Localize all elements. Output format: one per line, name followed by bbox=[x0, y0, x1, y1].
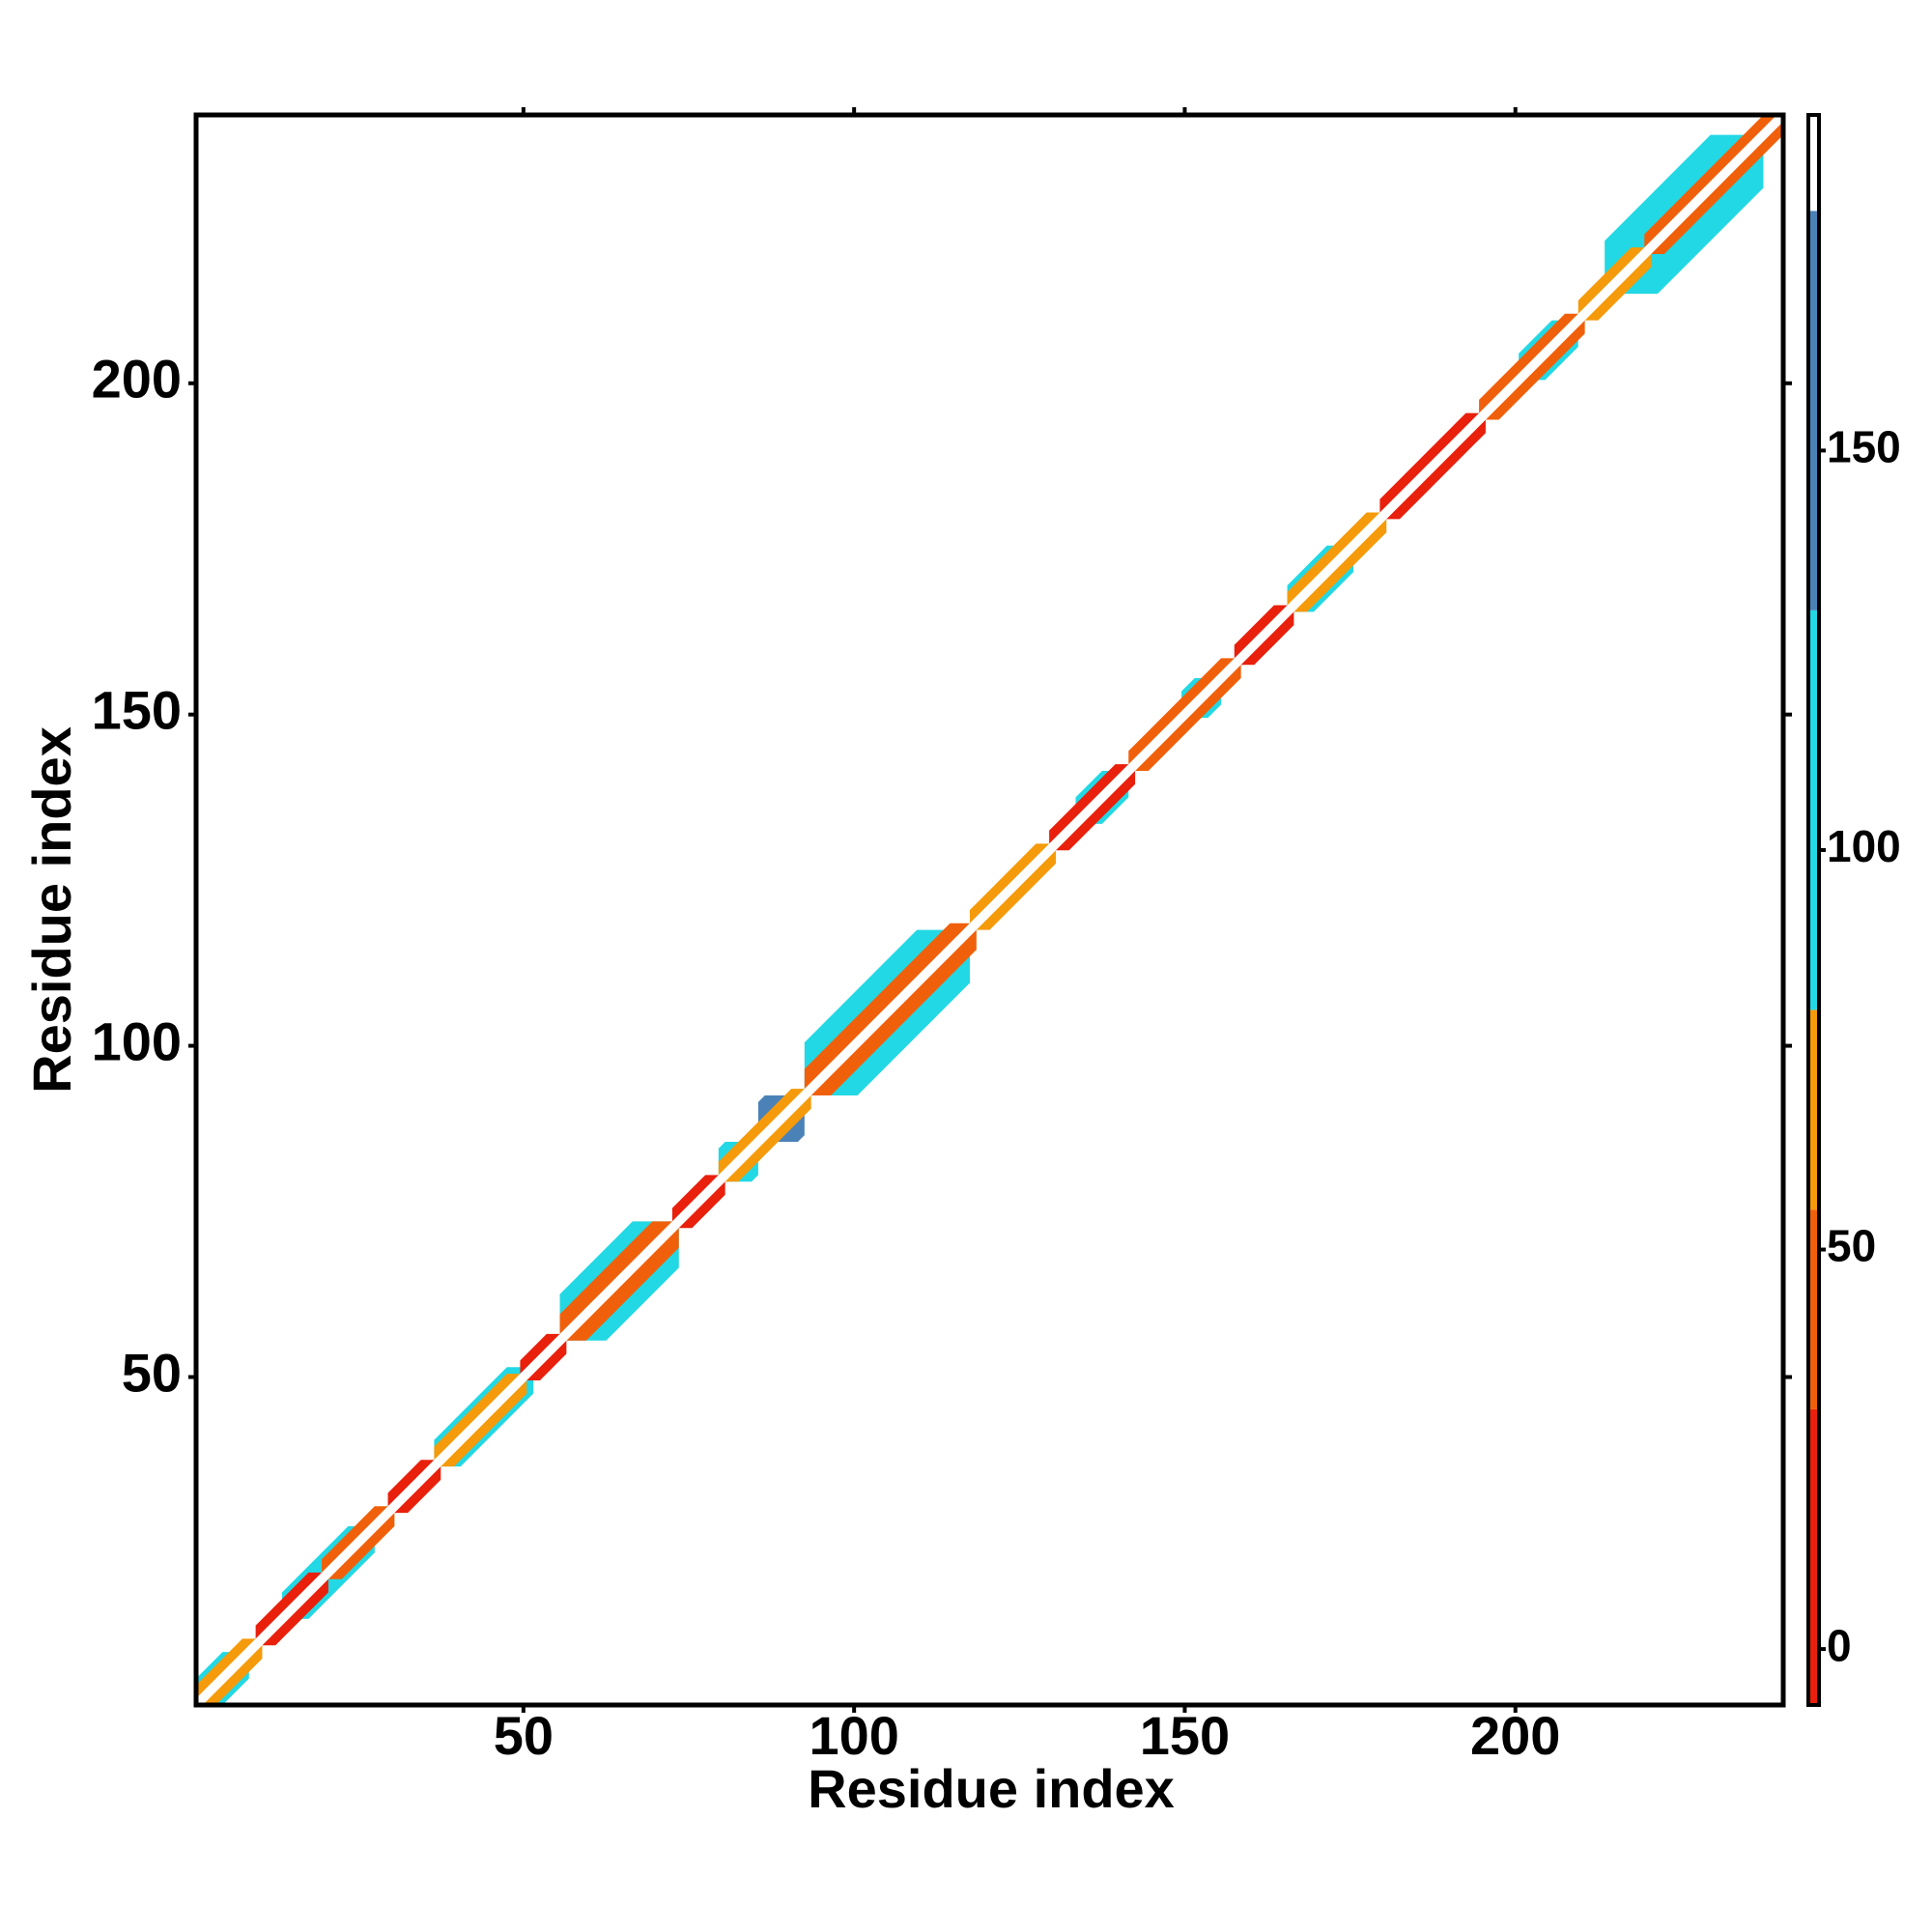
x-tick-label: 200 bbox=[1470, 1705, 1560, 1766]
colorbar-band bbox=[1808, 610, 1819, 1010]
colorbar-frame bbox=[1806, 113, 1821, 1707]
colorbar-band bbox=[1808, 115, 1819, 212]
colorbar-band bbox=[1808, 1009, 1819, 1210]
x-tick-label: 50 bbox=[494, 1705, 554, 1766]
y-tick-label: 200 bbox=[92, 349, 182, 410]
colorbar-tick-label: 150 bbox=[1827, 422, 1901, 472]
colorbar-tick-label: 100 bbox=[1827, 821, 1901, 871]
x-tick-label: 150 bbox=[1140, 1705, 1230, 1766]
colorbar-band bbox=[1808, 1408, 1819, 1705]
plot-frame bbox=[193, 112, 1786, 1708]
y-tick-label: 100 bbox=[92, 1010, 182, 1071]
x-axis-label: Residue index bbox=[808, 1758, 1175, 1819]
colorbar-band bbox=[1808, 1209, 1819, 1409]
y-tick-label: 50 bbox=[122, 1342, 182, 1403]
contact-band bbox=[196, 115, 1783, 1705]
colorbar-band bbox=[1808, 211, 1819, 611]
y-axis-label: Residue index bbox=[21, 726, 82, 1094]
x-tick-label: 100 bbox=[809, 1705, 898, 1766]
colorbar-tick-label: 0 bbox=[1827, 1620, 1852, 1670]
colorbar-tick-label: 50 bbox=[1827, 1221, 1876, 1271]
y-tick-label: 150 bbox=[92, 679, 182, 740]
